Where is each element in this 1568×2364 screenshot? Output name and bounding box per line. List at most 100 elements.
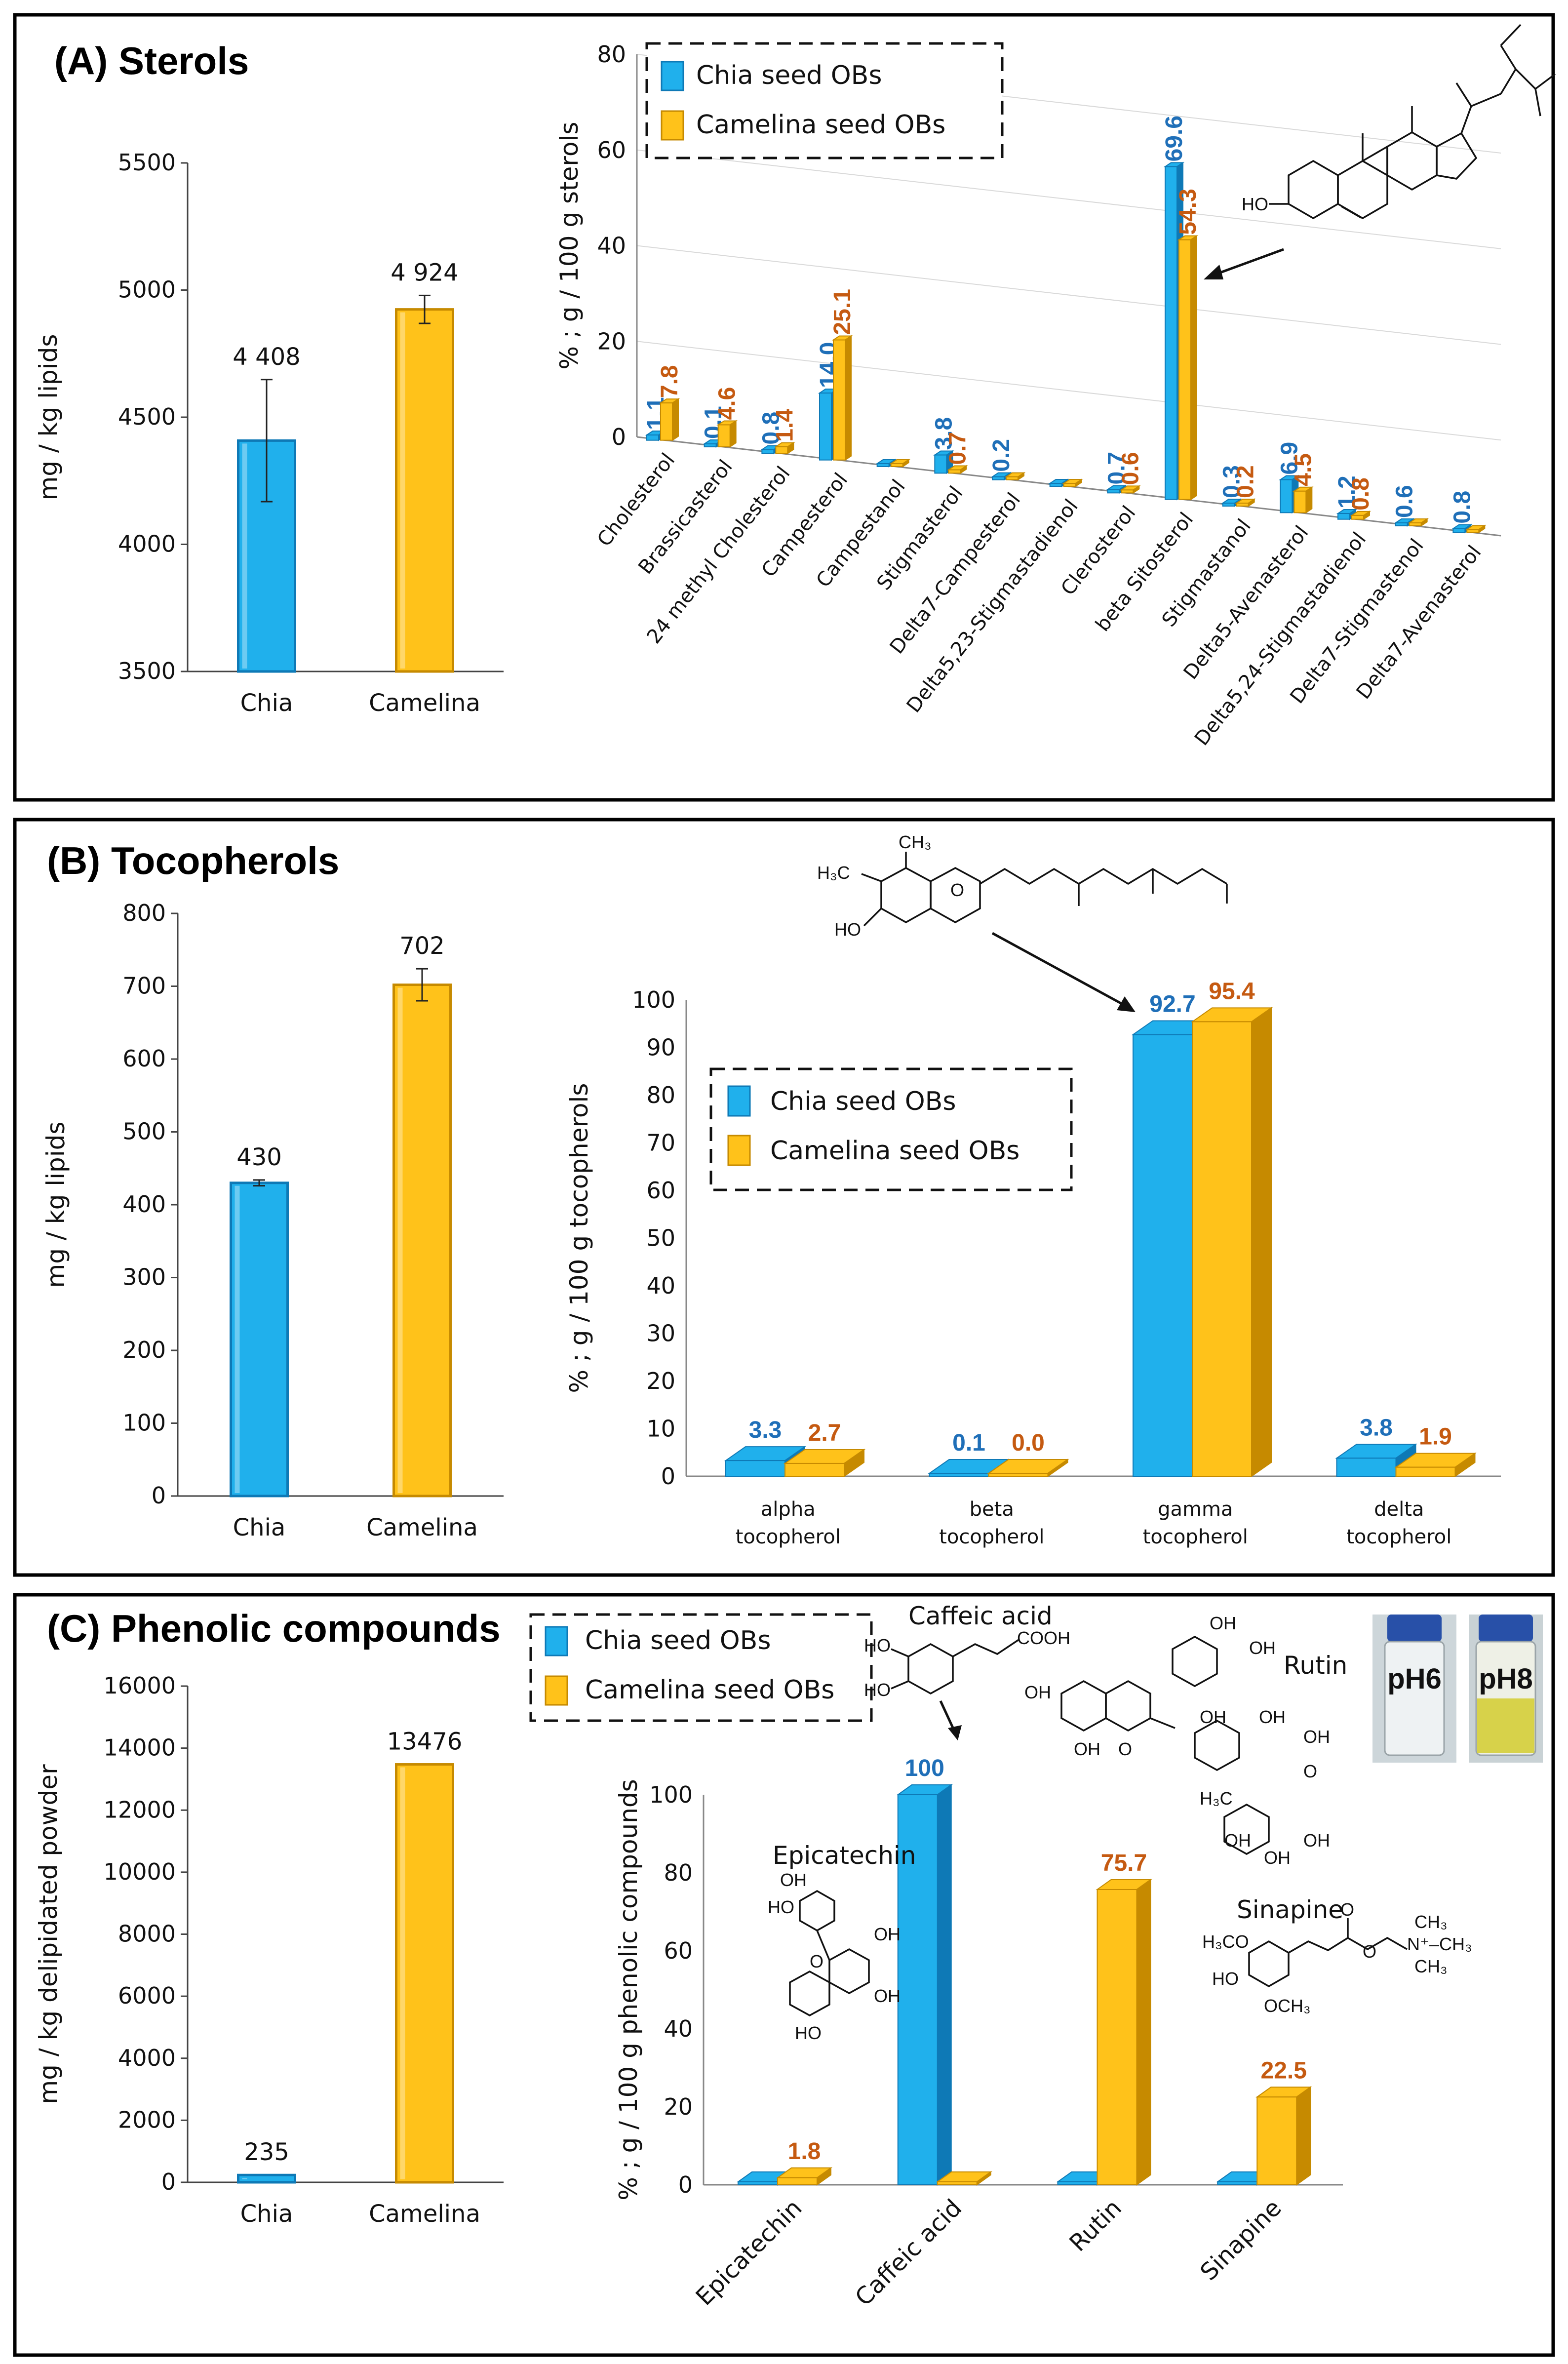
legend-c: Chia seed OBs Camelina seed OBs [529,1613,873,1722]
value-label: 3.8 [1360,1415,1393,1441]
vial-ph6-cap [1387,1615,1442,1642]
bar-camelina [1409,522,1422,526]
x-category-label: Camelina [369,689,480,717]
value-label: 3.8 [931,417,957,450]
value-label: 95.4 [1209,978,1255,1004]
caffeic-acid-cooh: COOH [1017,1628,1070,1648]
y-tick-label: 300 [122,1264,166,1291]
sinapine-och3b: OCH₃ [1264,1996,1311,2016]
epicatechin-name: Epicatechin [773,1841,916,1870]
bar-chia [230,1182,289,1497]
y-tick-label: 3500 [118,658,176,684]
sitosterol-ho: HO [1242,194,1268,214]
y-tick-label: 80 [597,41,626,68]
y-tick-label: 16000 [104,1672,176,1699]
value-label: 0.0 [1012,1430,1045,1456]
panel-c-frame [13,1593,1555,2357]
value-label: 430 [236,1143,282,1171]
y-axis-title: % ; g / 100 g phenolic compounds [614,1779,643,2200]
y-tick-label: 800 [122,900,166,926]
x-category-label: tocopherol [736,1526,841,1548]
y-tick-label: 5000 [118,276,176,303]
y-tick-label: 20 [664,2093,693,2120]
tocopherols-profile-chart: 0 10 20 30 40 50 60 70 80 90 100 % ; g / 100 g toco… [565,978,1501,1548]
value-label: 0.8 [758,412,784,445]
bar-chia-side [937,1784,952,2186]
bar-highlight [397,987,403,1493]
value-label: 0.3 [1219,465,1245,498]
y-tick-label: 4000 [118,2045,176,2071]
value-label: 0.6 [1117,452,1143,485]
tocopherol-ho: HO [834,919,861,940]
value-label: 2.7 [808,1420,841,1446]
value-label: 0.2 [988,439,1015,472]
legend-c-chia-swatch [545,1626,568,1656]
y-tick-label: 10 [646,1416,675,1442]
rutin-oh5: OH [1200,1707,1226,1727]
panel-a-title: (A) Sterols [54,39,249,82]
value-label: 4 408 [233,343,300,371]
y-axis-title: % ; g / 100 g sterols [555,122,584,370]
bar-chia [1222,503,1235,507]
sinapine-n: N⁺–CH₃ [1407,1934,1472,1954]
legend-b-box [709,1067,1073,1191]
bar-highlight [400,312,405,669]
x-category-label: Chia [240,2200,293,2228]
legend-b-camelina-label: Camelina seed OBs [770,1136,1019,1166]
rutin-oh9: OH [1264,1848,1291,1868]
y-tick-label: 200 [122,1337,166,1363]
panel-b-title: (B) Tocopherols [47,839,339,882]
vial-ph6-body [1384,1641,1445,1756]
y-tick-label: 0 [161,2168,176,2195]
y-tick-label: 60 [646,1177,675,1204]
epicatechin-structure: Epicatechin OH HO O OH OH HO [768,1841,916,2043]
value-label: 0.7 [1103,452,1130,485]
rutin-oh8: OH [1224,1830,1251,1851]
value-label: 4 924 [391,259,458,286]
value-label: 0.6 [1392,485,1418,518]
y-tick-label: 40 [664,2015,693,2042]
bar-camelina [1351,514,1364,520]
epicatechin-ho1: HO [768,1897,794,1917]
bar-highlight [235,1185,240,1493]
bar-camelina [395,308,454,673]
value-label: 702 [399,932,445,960]
bar-camelina [1256,2096,1297,2185]
bar-camelina-side [1296,2086,1311,2186]
legend-b-camelina-swatch [727,1135,751,1166]
legend-c-camelina-label: Camelina seed OBs [585,1675,834,1705]
vial-ph8-liquid [1477,1698,1534,1753]
y-tick-label: 80 [646,1082,675,1108]
legend-a-chia-swatch [661,61,684,91]
bar-camelina [395,1763,454,2184]
phenolics-total-chart: 0 2000 4000 6000 8000 10000 12000 14000 16000 mg … [34,1672,504,2228]
x-category-label: tocopherol [1143,1526,1248,1548]
sitosterol-structure: HO [1242,24,1556,220]
bar-camelina-side [1136,1879,1151,2186]
y-tick-label: 8000 [118,1921,176,1947]
rutin-h3c: H₃C [1200,1788,1233,1809]
y-tick-label: 5500 [118,149,176,176]
bar-camelina [988,1473,1049,1477]
rutin-oh1: OH [1210,1613,1236,1633]
y-tick-label: 14000 [104,1734,176,1761]
rutin-oh6: OH [1259,1707,1286,1727]
y-tick-label: 12000 [104,1796,176,1823]
bar-camelina-side [1305,486,1313,514]
value-label: 4.6 [714,387,741,420]
sinapine-ch3a: CH₃ [1414,1912,1448,1932]
sterols-total-chart: 3500 4000 4500 5000 5500 mg / kg lipids 4 408 C… [34,149,504,717]
value-label: 75.7 [1101,1850,1147,1876]
bar-camelina-side [1190,235,1197,501]
vial-ph8-cap [1479,1615,1533,1642]
y-tick-label: 0 [612,424,626,450]
y-tick-label: 2000 [118,2106,176,2133]
x-category-label: Epicatechin [691,2194,808,2311]
value-label: 0.1 [952,1430,985,1456]
tocopherol-o: O [950,880,964,900]
bar-chia [819,393,832,461]
bar-chia [646,434,659,441]
caffeic-arrowhead [948,1725,962,1740]
value-label: 69.6 [1161,116,1187,161]
sinapine-ch3b: CH₃ [1414,1956,1448,1976]
